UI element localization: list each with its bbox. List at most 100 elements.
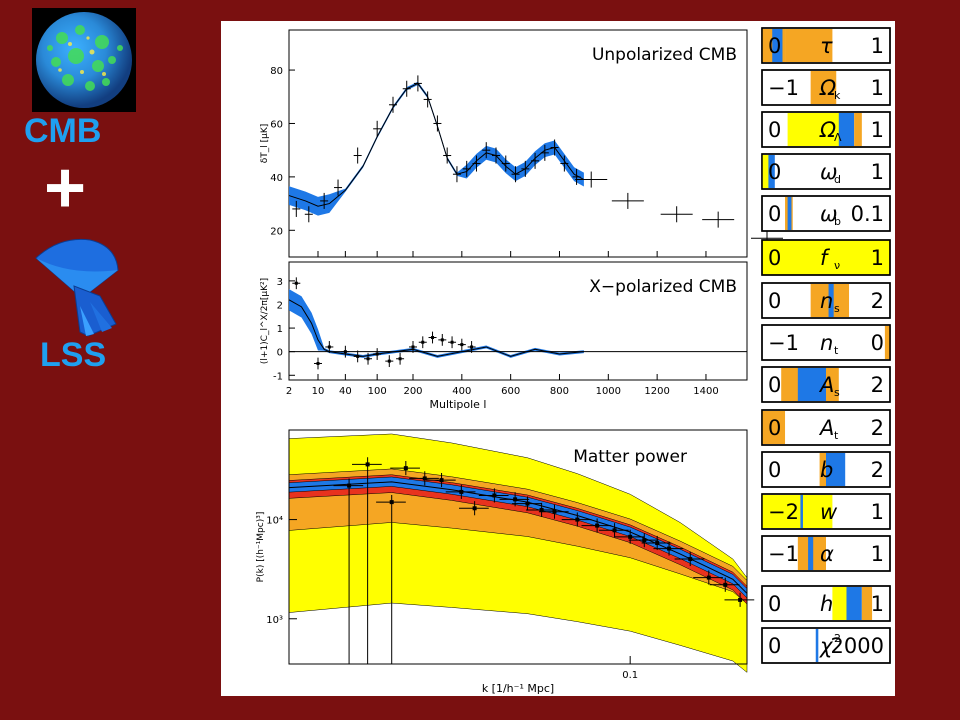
parameter-row xyxy=(761,27,891,64)
constraint-bar xyxy=(810,71,837,104)
data-point xyxy=(356,354,360,358)
data-point xyxy=(595,523,600,528)
parameter-max: 1 xyxy=(871,246,884,270)
cmb-label: CMB xyxy=(24,112,102,150)
parameter-table xyxy=(761,27,891,664)
data-point xyxy=(706,575,711,580)
parameter-max: 1 xyxy=(871,500,884,524)
parameter-min: 0 xyxy=(768,202,781,226)
parameter-row xyxy=(761,627,891,664)
x-tick-label: 1400 xyxy=(693,386,718,397)
x-tick-label: 0.1 xyxy=(622,670,638,681)
parameter-subscript: k xyxy=(834,89,841,102)
parameter-name: n xyxy=(820,289,833,313)
matter-power-panel xyxy=(288,429,755,673)
data-point xyxy=(655,541,660,546)
parameter-row xyxy=(761,324,891,361)
data-point xyxy=(375,352,379,356)
data-point xyxy=(411,345,415,349)
constraint-bar xyxy=(768,155,775,188)
x-tick-label: 1200 xyxy=(644,386,669,397)
data-point xyxy=(723,582,728,587)
y-tick-label: 20 xyxy=(270,226,283,237)
parameter-name: b xyxy=(820,458,833,482)
data-point xyxy=(431,336,435,340)
parameter-max: 1 xyxy=(871,542,884,566)
data-point xyxy=(389,500,394,505)
parameter-subscript: 2 xyxy=(834,632,841,645)
data-point xyxy=(327,345,331,349)
constraint-bar xyxy=(854,113,862,146)
parameter-min: −1 xyxy=(768,331,799,355)
y-tick-label: 2 xyxy=(277,300,283,311)
constraint-bar xyxy=(861,587,873,620)
parameter-max: 0.1 xyxy=(851,202,884,226)
parameter-max: 2 xyxy=(871,373,884,397)
constraint-bar xyxy=(785,29,833,62)
data-point xyxy=(667,546,672,551)
data-point xyxy=(525,501,530,506)
y-tick-label: 60 xyxy=(270,119,283,130)
parameter-row xyxy=(761,282,891,319)
parameter-min: 0 xyxy=(768,373,781,397)
parameter-box-border xyxy=(761,324,891,361)
parameter-min: 0 xyxy=(768,416,781,440)
parameter-box-border xyxy=(761,69,891,106)
parameter-min: 0 xyxy=(768,246,781,270)
constraint-bar xyxy=(808,537,814,570)
parameter-subscript: t xyxy=(834,429,839,442)
parameter-subscript: Λ xyxy=(834,131,842,144)
x-tick-label: 800 xyxy=(550,386,569,397)
parameter-box-border xyxy=(761,585,891,622)
chart-title: X−polarized CMB xyxy=(589,277,737,297)
data-point xyxy=(294,281,298,285)
parameter-min: −2 xyxy=(768,500,799,524)
data-point xyxy=(403,466,408,471)
constraint-bar xyxy=(838,113,855,146)
x-tick-label: 1000 xyxy=(596,386,621,397)
data-point xyxy=(450,340,454,344)
y-tick-label: 1 xyxy=(277,324,283,335)
parameter-row xyxy=(761,195,891,232)
parameter-name: χ xyxy=(819,634,834,658)
constraint-bar xyxy=(819,453,826,486)
parameter-box-border xyxy=(761,27,891,64)
parameter-max: 1 xyxy=(871,592,884,616)
plot-frame xyxy=(288,429,748,665)
lss-survey-cone-icon xyxy=(35,238,119,337)
parameter-min: 0 xyxy=(768,634,781,658)
data-point xyxy=(472,506,477,511)
data-point xyxy=(470,345,474,349)
data-point xyxy=(738,597,743,602)
parameter-name: h xyxy=(820,592,833,616)
constraint-bar xyxy=(762,495,833,528)
plot-frame xyxy=(288,29,748,258)
parameter-name: ω xyxy=(820,202,838,226)
constraint-bar xyxy=(787,197,792,230)
parameter-box-border xyxy=(761,493,891,530)
parameter-subscript: s xyxy=(834,386,840,399)
parameter-subscript: d xyxy=(834,173,841,186)
y-tick-label: 40 xyxy=(270,173,283,184)
parameter-min: 0 xyxy=(768,34,781,58)
data-point xyxy=(439,478,444,483)
parameter-name: Ω xyxy=(819,76,836,100)
data-point xyxy=(612,528,617,533)
y-axis-label: P(k) [(h⁻¹Mpc)³] xyxy=(256,512,266,583)
data-point xyxy=(347,483,352,488)
data-point xyxy=(366,357,370,361)
parameter-min: 0 xyxy=(768,458,781,482)
parameter-max: 2 xyxy=(871,416,884,440)
constraint-bar xyxy=(762,155,773,188)
data-point xyxy=(459,489,464,494)
cmb-globe xyxy=(32,8,136,112)
parameter-name: α xyxy=(820,542,834,566)
parameter-min: 0 xyxy=(768,289,781,313)
parameter-min: 0 xyxy=(768,118,781,142)
y-axis-label: δT_l [μK] xyxy=(260,124,270,164)
chart-title: Unpolarized CMB xyxy=(592,45,737,65)
parameter-subscript: s xyxy=(834,302,840,315)
plus-sign: + xyxy=(44,148,87,228)
data-point xyxy=(492,493,497,498)
